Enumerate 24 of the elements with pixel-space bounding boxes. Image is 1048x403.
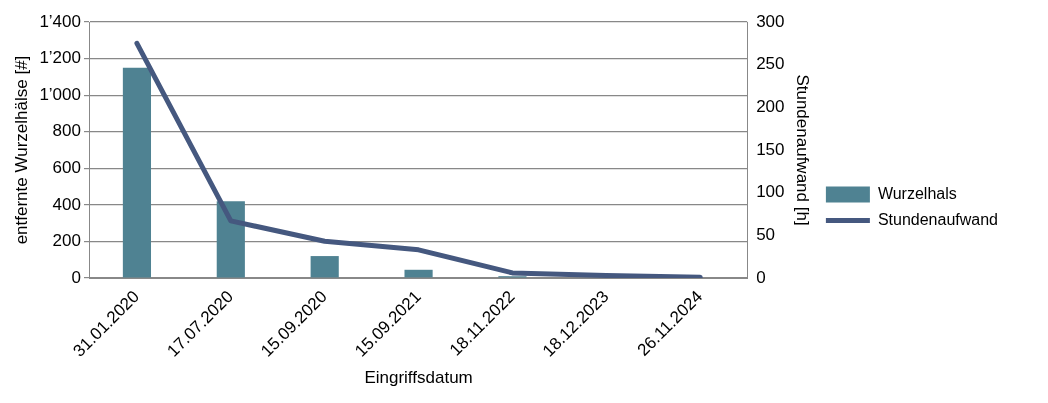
y-tick-label: 800 [52, 121, 81, 141]
y-tick-label: 1’000 [39, 84, 81, 104]
bar [310, 256, 339, 278]
y2-tick-label: 0 [756, 267, 766, 287]
y2-tick-label: 50 [756, 225, 776, 245]
bar [122, 67, 152, 278]
y2-axis-title: Stundenaufwand [h] [793, 74, 813, 226]
y-tick-label: 1’200 [39, 48, 81, 68]
y-tick-label: 400 [52, 194, 81, 214]
y2-tick-label: 100 [756, 182, 785, 202]
y-axis-title: entfernte Wurzelhälse [#] [11, 55, 31, 245]
y2-tick-label: 250 [756, 54, 785, 74]
y2-tick-label: 150 [756, 139, 785, 159]
y2-tick-label: 300 [756, 11, 785, 31]
legend-label: Stundenaufwand [877, 210, 999, 228]
bar [216, 201, 245, 278]
y-tick-label: 1’400 [39, 11, 81, 31]
y-tick-label: 0 [71, 267, 81, 287]
y2-tick-label: 200 [756, 97, 785, 117]
y-tick-label: 200 [52, 231, 81, 251]
bar [404, 269, 433, 278]
legend-label: Wurzelhals [877, 184, 957, 202]
y-tick-label: 600 [52, 157, 81, 177]
x-axis-title: Eingriffsdatum [364, 368, 473, 388]
